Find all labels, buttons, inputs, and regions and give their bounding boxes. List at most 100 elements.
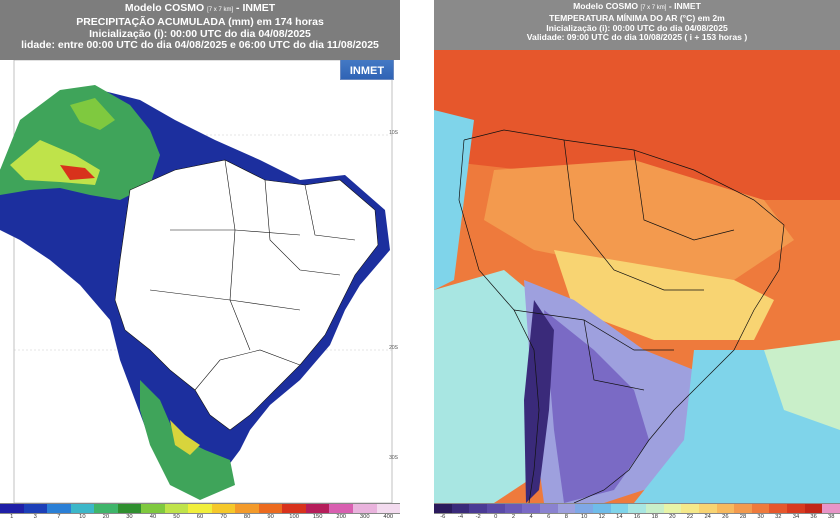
- colorbar-swatch: [804, 504, 823, 513]
- colorbar-tick-label: 36: [810, 514, 817, 520]
- colorbar-tick-label: 20: [669, 514, 676, 520]
- colorbar-strip: [434, 503, 840, 514]
- colorbar-strip: [0, 503, 400, 514]
- lat-tick-10s: 10S: [389, 130, 398, 136]
- colorbar-swatch: [522, 504, 540, 513]
- colorbar-swatch: [504, 504, 523, 513]
- precipitation-map-svg: [0, 60, 393, 503]
- colorbar-swatch: [469, 504, 487, 513]
- colorbar-tick-label: 0: [494, 514, 498, 520]
- colorbar-tick-label: 60: [196, 514, 204, 520]
- precipitation-map-panel: Modelo COSMO [7 x 7 km] - INMET PRECIPIT…: [0, 0, 400, 525]
- colorbar-tick-label: 150: [312, 514, 323, 520]
- colorbar-tick-label: 12: [598, 514, 605, 520]
- colorbar-swatch: [451, 504, 470, 513]
- colorbar-tick-label: 10: [79, 514, 86, 520]
- precipitation-colorbar: 1 3 7 10 20 30 40 50 60 70 80 90 100 150 200 300 400: [0, 503, 400, 525]
- colorbar-swatch: [822, 504, 840, 513]
- colorbar-tick-label: 30: [757, 514, 764, 520]
- colorbar-swatch: [188, 504, 212, 513]
- colorbar-swatch: [610, 504, 629, 513]
- colorbar-swatch: [23, 504, 48, 513]
- colorbar-swatch: [787, 504, 805, 513]
- colorbar-swatch: [141, 504, 165, 513]
- colorbar-tick-label: 300: [359, 514, 370, 520]
- model-name: Modelo COSMO: [124, 2, 205, 14]
- colorbar-swatch: [539, 504, 558, 513]
- colorbar-swatch: [94, 504, 118, 513]
- colorbar-swatch: [282, 504, 306, 513]
- map-title: TEMPERATURA MÍNIMA DO AR (°C) em 2m: [549, 12, 725, 23]
- colorbar-tick-label: 6: [547, 514, 551, 520]
- colorbar-tick-label: 24: [704, 514, 711, 520]
- colorbar-swatch: [434, 504, 452, 513]
- model-title-line: Modelo COSMO [7 x 7 km] - INMET: [0, 2, 400, 17]
- colorbar-swatch: [716, 504, 735, 513]
- colorbar-tick-label: 200: [336, 514, 347, 520]
- colorbar-tick-label: 3: [33, 514, 37, 520]
- model-resolution: [7 x 7 km]: [640, 5, 667, 11]
- map-title: PRECIPITAÇÃO ACUMULADA (mm) em 174 horas: [76, 15, 324, 28]
- model-suffix: - INMET: [666, 1, 701, 11]
- lat-tick-30s: 30S: [389, 455, 398, 461]
- colorbar-swatch: [698, 504, 717, 513]
- colorbar-swatch: [352, 504, 377, 513]
- colorbar-tick-label: -6: [440, 514, 446, 520]
- temperature-map: [434, 50, 840, 503]
- colorbar-tick-label: 70: [220, 514, 227, 520]
- colorbar-swatch: [734, 504, 752, 513]
- colorbar-swatch: [575, 504, 593, 513]
- colorbar-swatch: [329, 504, 353, 513]
- colorbar-tick-label: 100: [289, 514, 299, 520]
- colorbar-swatch: [486, 504, 505, 513]
- colorbar-tick-label: 16: [633, 514, 641, 520]
- colorbar-swatch: [235, 504, 259, 513]
- colorbar-tick-label: 40: [149, 514, 157, 520]
- colorbar-tick-label: -2: [475, 514, 481, 520]
- model-suffix: - INMET: [233, 2, 276, 14]
- colorbar-tick-label: 90: [267, 514, 274, 520]
- temperature-colorbar: -6 -4 -2 0 2 4 6 8 10 12 14 16 18 20 22 24 26 28 30 32 34 36 3…: [434, 503, 840, 525]
- colorbar-tick-label: 7: [57, 514, 61, 520]
- colorbar-labels: -6 -4 -2 0 2 4 6 8 10 12 14 16 18 20 22 24 26 28 30 32 34 36 3…: [434, 514, 840, 524]
- colorbar-swatch: [769, 504, 788, 513]
- colorbar-tick-label: 14: [616, 514, 623, 520]
- temperature-map-panel: Modelo COSMO [7 x 7 km] - INMET TEMPERAT…: [434, 0, 840, 525]
- validity-text: Validade: 09:00 UTC do dia 10/08/2025 ( …: [526, 32, 748, 43]
- colorbar-swatch: [211, 504, 236, 513]
- colorbar-labels: 1 3 7 10 20 30 40 50 60 70 80 90 100 150 200 300 400: [0, 514, 400, 524]
- colorbar-swatch: [376, 504, 400, 513]
- temperature-map-svg: [434, 50, 840, 503]
- colorbar-tick-label: 50: [173, 514, 180, 520]
- colorbar-tick-label: 32: [775, 514, 782, 520]
- colorbar-tick-label: 8: [564, 514, 569, 520]
- colorbar-swatch: [164, 504, 189, 513]
- colorbar-swatch: [628, 504, 646, 513]
- colorbar-swatch: [258, 504, 283, 513]
- initialization-text: Inicialização (i): 00:00 UTC do dia 04/0…: [546, 22, 728, 33]
- colorbar-tick-label: 22: [686, 514, 694, 520]
- colorbar-swatch: [117, 504, 142, 513]
- colorbar-swatch: [557, 504, 576, 513]
- colorbar-tick-label: 28: [739, 514, 747, 520]
- model-name: Modelo COSMO: [573, 1, 639, 11]
- colorbar-tick-label: 1: [10, 514, 14, 520]
- colorbar-tick-label: 4: [529, 514, 533, 520]
- colorbar-swatch: [645, 504, 664, 513]
- colorbar-tick-label: 38: [828, 514, 835, 520]
- colorbar-tick-label: 18: [651, 514, 658, 520]
- precipitation-header: Modelo COSMO [7 x 7 km] - INMET PRECIPIT…: [0, 0, 400, 60]
- colorbar-swatch: [305, 504, 330, 513]
- colorbar-swatch: [663, 504, 682, 513]
- precipitation-map: 10S 20S 30S: [0, 60, 400, 503]
- validity-text: lidade: entre 00:00 UTC do dia 04/08/202…: [21, 39, 379, 52]
- colorbar-tick-label: 400: [383, 514, 394, 520]
- model-title-line: Modelo COSMO [7 x 7 km] - INMET: [434, 1, 840, 14]
- colorbar-tick-label: 26: [722, 514, 729, 520]
- logo-text: INMET: [349, 65, 385, 77]
- colorbar-swatch: [592, 504, 611, 513]
- colorbar-tick-label: 80: [243, 514, 251, 520]
- colorbar-swatch: [70, 504, 95, 513]
- colorbar-swatch: [751, 504, 770, 513]
- initialization-text: Inicialização (i): 00:00 UTC do dia 04/0…: [89, 27, 311, 40]
